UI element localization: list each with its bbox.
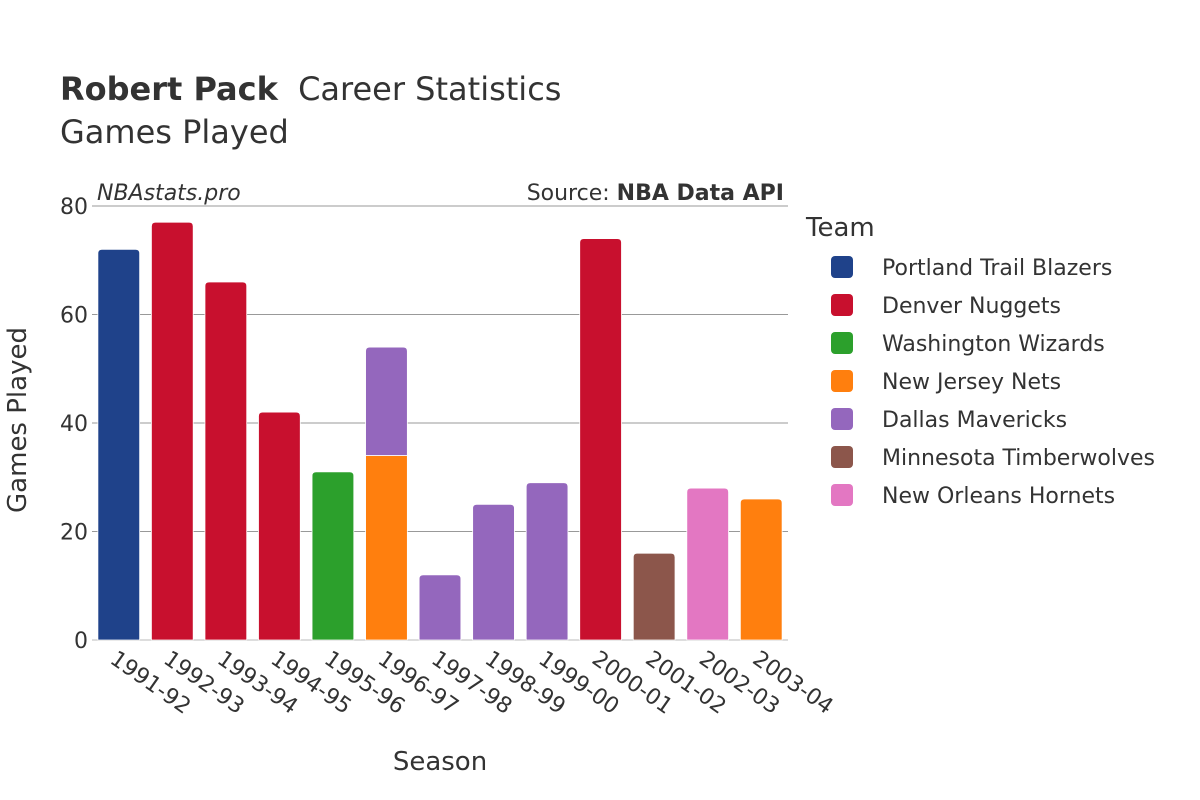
y-tick-label: 40 — [60, 412, 88, 437]
legend-item[interactable]: Denver Nuggets — [831, 294, 1061, 319]
y-tick-label: 20 — [60, 521, 88, 546]
x-axis-title: Season — [393, 747, 487, 777]
legend-swatch — [831, 256, 853, 278]
legend-label: Washington Wizards — [882, 332, 1105, 357]
source-credit: Source: NBA Data API — [527, 181, 784, 206]
bar-segment — [204, 281, 248, 641]
watermark: NBAstats.pro — [97, 181, 241, 206]
x-tick-labels: 1991-921992-931993-941994-951995-961996-… — [105, 646, 837, 719]
legend: Portland Trail Blazers Denver Nuggets Wash… — [831, 256, 1155, 509]
bar-segment — [525, 482, 569, 641]
chart-title-rest: Career Statistics — [298, 70, 561, 108]
legend-swatch — [831, 484, 853, 506]
y-tick-label: 0 — [74, 629, 88, 654]
legend-label: Minnesota Timberwolves — [882, 446, 1155, 471]
bar-segment — [579, 238, 622, 641]
bar-segment — [472, 503, 515, 641]
y-tick-label: 60 — [60, 304, 88, 329]
y-tick-label: 80 — [60, 195, 88, 220]
legend-label: New Orleans Hornets — [882, 484, 1115, 509]
legend-label: New Jersey Nets — [882, 370, 1061, 395]
bar-segment — [97, 249, 141, 641]
bar-segment — [365, 346, 408, 456]
legend-swatch — [831, 370, 853, 392]
legend-item[interactable]: New Orleans Hornets — [831, 484, 1115, 509]
source-label: Source: — [527, 181, 617, 206]
bar-segment — [311, 471, 355, 641]
chart-title: Robert Pack Career Statistics — [60, 70, 561, 108]
chart-title-player: Robert Pack — [60, 70, 279, 108]
legend-label: Dallas Mavericks — [882, 408, 1067, 433]
y-axis-title: Games Played — [3, 327, 33, 513]
chart-subtitle: Games Played — [60, 113, 289, 151]
bar-segment — [418, 574, 462, 641]
legend-label: Denver Nuggets — [882, 294, 1061, 319]
legend-item[interactable]: Dallas Mavericks — [831, 408, 1067, 433]
legend-item[interactable]: Minnesota Timberwolves — [831, 446, 1155, 471]
bar-segment — [258, 411, 301, 641]
legend-swatch — [831, 332, 853, 354]
y-tick-labels: 0 20 40 60 80 — [60, 195, 88, 654]
bar-segment — [151, 221, 194, 641]
bars — [97, 221, 783, 641]
legend-swatch — [831, 446, 853, 468]
bar-segment — [739, 498, 783, 641]
legend-item[interactable]: New Jersey Nets — [831, 370, 1061, 395]
bar-segment — [632, 552, 676, 641]
bar-segment — [686, 487, 729, 641]
legend-item[interactable]: Portland Trail Blazers — [831, 256, 1112, 281]
legend-swatch — [831, 294, 853, 316]
legend-item[interactable]: Washington Wizards — [831, 332, 1105, 357]
legend-label: Portland Trail Blazers — [882, 256, 1112, 281]
legend-swatch — [831, 408, 853, 430]
legend-title: Team — [805, 213, 875, 243]
source-value: NBA Data API — [617, 181, 784, 206]
bar-segment — [365, 455, 408, 641]
